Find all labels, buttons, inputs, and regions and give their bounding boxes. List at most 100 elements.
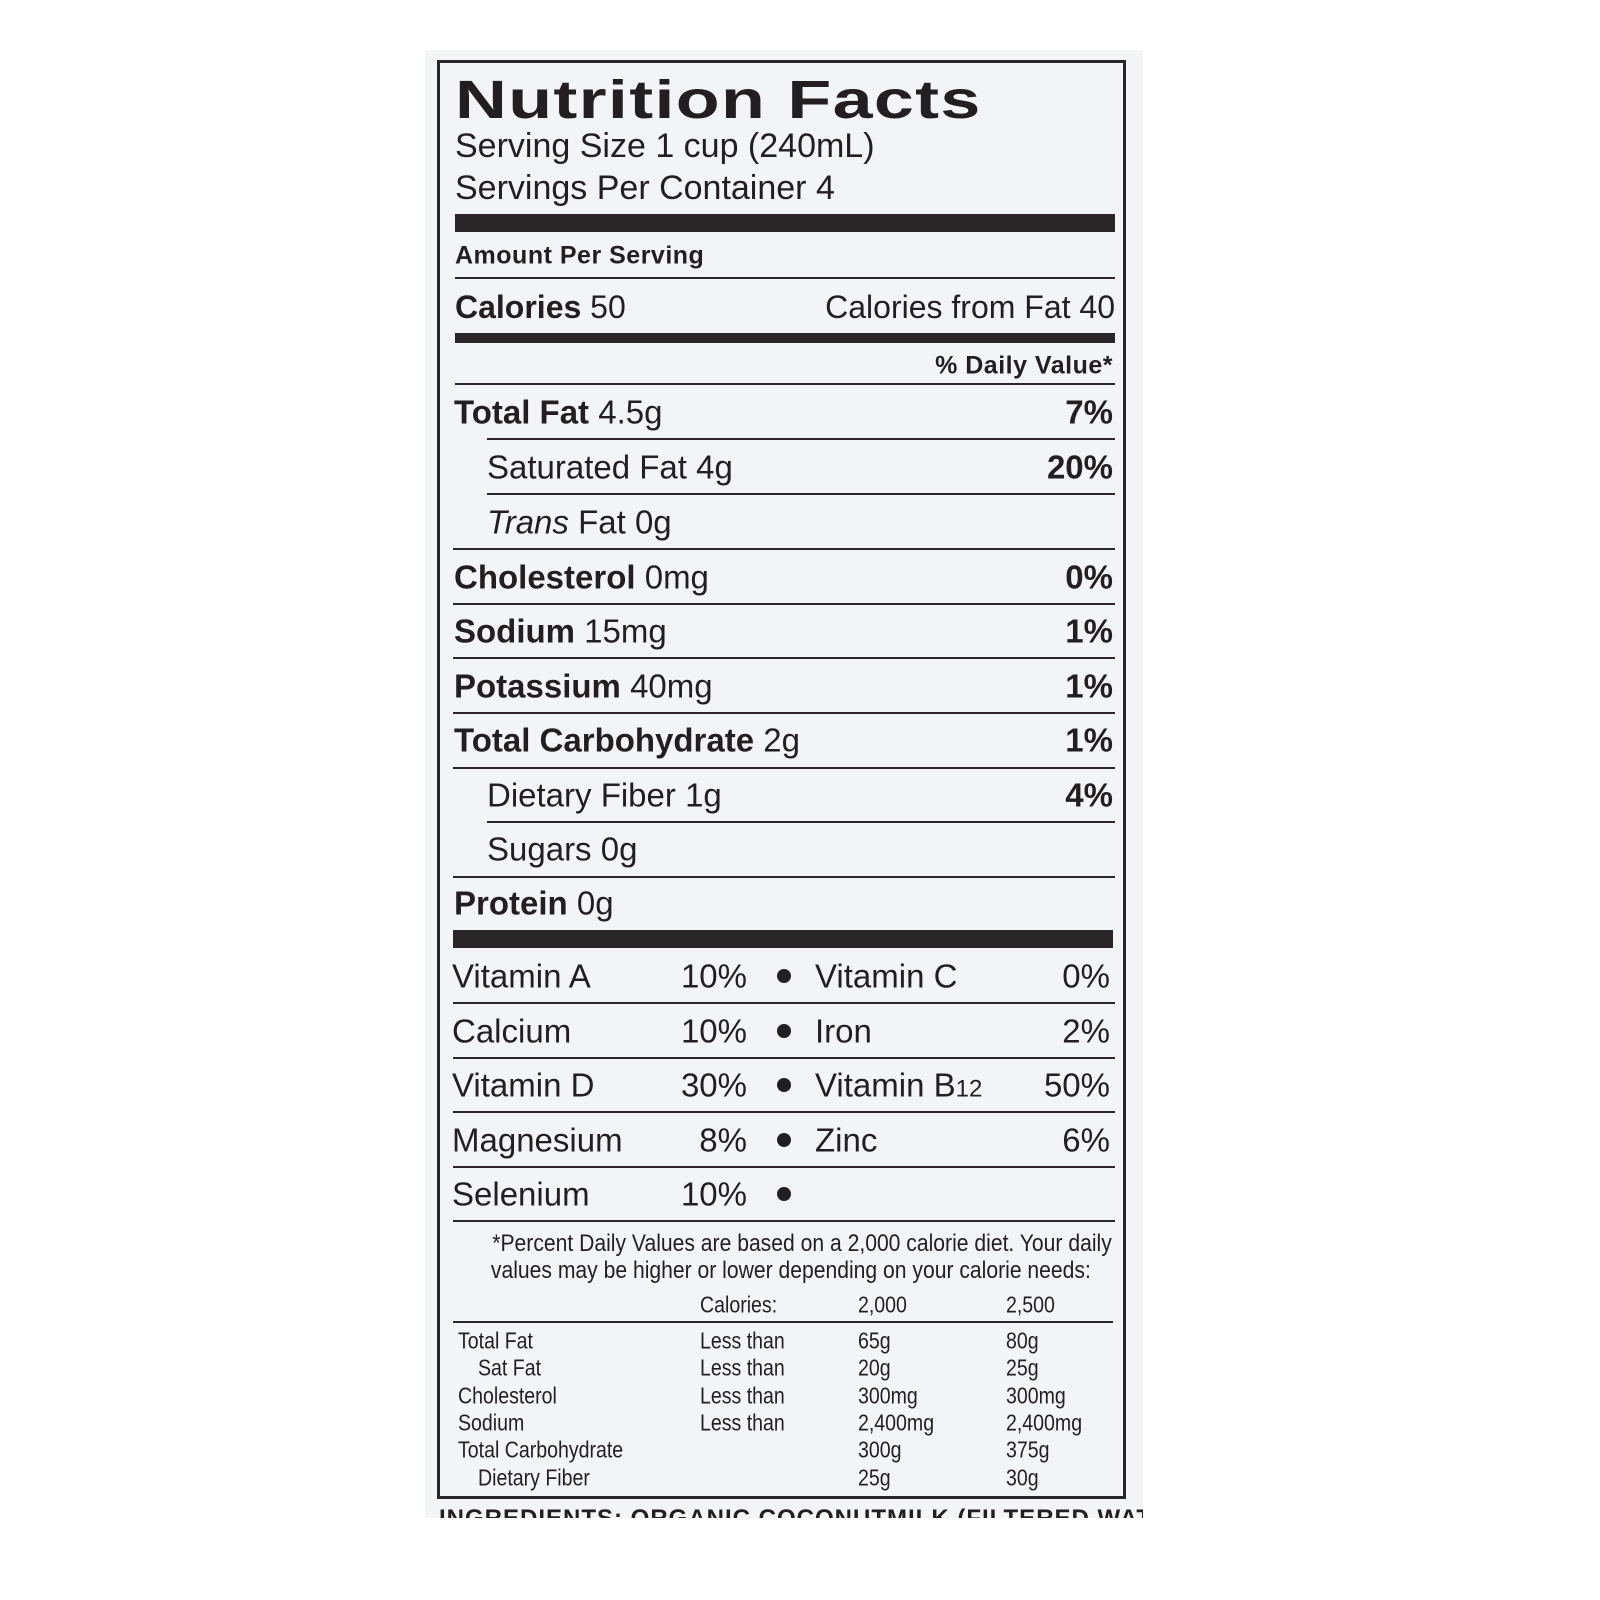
nutrient-row: Potassium 40mg (454, 670, 713, 703)
dv-table-cell: Cholesterol (458, 1382, 557, 1409)
nutrition-label-panel: Nutrition Facts Serving Size 1 cup (240m… (425, 50, 1143, 1518)
divider (453, 1166, 1115, 1168)
footnote-line-1: *Percent Daily Values are based on a 2,0… (492, 1230, 1112, 1257)
dv-table-cell: Total Fat (458, 1327, 533, 1354)
vitamin-name: Selenium (452, 1175, 590, 1213)
vitamin-daily-value: 10% (680, 957, 747, 995)
ingredients: INGREDIENTS: ORGANIC COCONUTMILK (FILTER… (439, 1505, 1143, 1518)
nutrient-row: Sodium 15mg (454, 615, 667, 648)
divider (487, 438, 1115, 440)
dv-table-cell: 30g (1006, 1464, 1039, 1490)
nutrient-amount: 4g (696, 448, 733, 486)
nutrient-amount: 15mg (584, 612, 667, 650)
dv-table-header: Calories: (700, 1291, 778, 1318)
dv-table-cell: 25g (858, 1464, 891, 1490)
divider (453, 1220, 1115, 1222)
label-title: Nutrition Facts (455, 70, 982, 130)
calories-value: 50 (590, 289, 626, 325)
dv-table-cell: 80g (1006, 1327, 1039, 1354)
vitamin-name: Zinc (815, 1124, 877, 1157)
nutrient-amount: 0g (576, 884, 614, 922)
nutrition-facts-box (437, 60, 1126, 1499)
vitamin-name: Iron (815, 1015, 872, 1048)
nutrient-row: Total Fat 4.5g (454, 396, 662, 429)
nutrient-label: Cholesterol (454, 558, 636, 596)
nutrient-row: Sugars 0g (487, 833, 637, 866)
bullet-icon (777, 1133, 791, 1147)
bullet-icon (777, 969, 791, 983)
medium-divider (455, 333, 1115, 343)
nutrient-amount: 0mg (644, 558, 709, 596)
nutrient-label: Saturated Fat (487, 448, 687, 486)
divider (453, 876, 1115, 878)
thick-divider (453, 930, 1113, 948)
dv-table-cell: Dietary Fiber (478, 1464, 590, 1490)
nutrient-row: Saturated Fat 4g (487, 451, 733, 484)
vitamin-daily-value: 10% (680, 1012, 747, 1050)
vitamin-name: Calcium (452, 1012, 572, 1050)
dv-table-cell: Less than (700, 1354, 785, 1381)
calories-label: Calories (455, 289, 582, 325)
nutrient-amount: 0g (600, 830, 638, 868)
vitamin-daily-value: 2% (1062, 1012, 1110, 1050)
divider (487, 493, 1115, 495)
nutrient-row: Dietary Fiber 1g (487, 779, 722, 812)
nutrient-label-suffix: Fat (578, 503, 626, 541)
footnote: *Percent Daily Values are based on a 2,0… (450, 1230, 1112, 1284)
vitamin-label: Iron (815, 1012, 872, 1050)
dv-table-cell: 2,400mg (1006, 1409, 1083, 1436)
vitamin-subscript: 12 (955, 1075, 983, 1103)
dv-table-cell: 375g (1006, 1436, 1050, 1463)
dv-table-cell: 300g (858, 1436, 902, 1463)
vitamin-name: Vitamin C (815, 960, 957, 993)
dv-table-cell: 25g (1006, 1354, 1039, 1381)
amount-per-serving: Amount Per Serving (455, 241, 705, 270)
dv-table-cell: Total Carbohydrate (458, 1436, 624, 1463)
divider (455, 277, 1115, 279)
calories-from-fat: Calories from Fat 40 (825, 289, 1115, 325)
nutrient-daily-value: 4% (1065, 776, 1113, 814)
dv-table-header: 2,000 (858, 1291, 907, 1318)
bullet-icon (777, 1078, 791, 1092)
serving-size: Serving Size 1 cup (240mL) (455, 127, 875, 165)
nutrient-daily-value: 1% (1065, 667, 1113, 705)
dv-table-cell: 65g (858, 1327, 891, 1354)
divider (453, 767, 1115, 769)
daily-value-header: % Daily Value* (935, 351, 1113, 380)
bullet-icon (777, 1024, 791, 1038)
divider (453, 603, 1115, 605)
nutrient-amount: 1g (685, 776, 722, 814)
divider (453, 1321, 1113, 1323)
nutrient-amount: 2g (763, 721, 800, 759)
divider (453, 548, 1115, 550)
dv-table-header: 2,500 (1006, 1291, 1055, 1318)
nutrient-label: Sodium (454, 612, 575, 650)
nutrient-daily-value: 1% (1065, 721, 1113, 759)
vitamin-daily-value: 50% (1043, 1066, 1110, 1104)
vitamin-name: Vitamin D (452, 1066, 595, 1104)
dv-table-cell: Less than (700, 1409, 785, 1436)
vitamin-daily-value: 6% (1062, 1121, 1110, 1159)
vitamin-name: Vitamin A (452, 957, 591, 995)
nutrient-label: Potassium (454, 667, 621, 705)
nutrient-label: Protein (454, 884, 568, 922)
nutrient-amount: 40mg (630, 667, 713, 705)
vitamin-name: Magnesium (452, 1121, 623, 1159)
servings-per-container: Servings Per Container 4 (455, 169, 835, 207)
vitamin-daily-value: 8% (699, 1121, 747, 1159)
nutrient-amount: 0g (634, 503, 672, 541)
dv-table-cell: Sodium (458, 1409, 525, 1436)
divider (453, 1002, 1115, 1004)
nutrient-daily-value: 20% (1046, 448, 1113, 486)
nutrient-daily-value: 0% (1065, 558, 1113, 596)
nutrient-label: Dietary Fiber (487, 776, 676, 814)
dv-table-cell: Less than (700, 1327, 785, 1354)
nutrient-label: Total Fat (454, 393, 590, 431)
nutrient-row: Cholesterol 0mg (454, 561, 709, 594)
vitamin-daily-value: 30% (680, 1066, 747, 1104)
divider (487, 821, 1115, 823)
nutrient-amount: 4.5g (598, 393, 663, 431)
dv-table-cell: Sat Fat (478, 1354, 542, 1381)
nutrient-row: Trans Fat 0g (487, 506, 672, 539)
dv-table-cell: 300mg (858, 1382, 918, 1409)
